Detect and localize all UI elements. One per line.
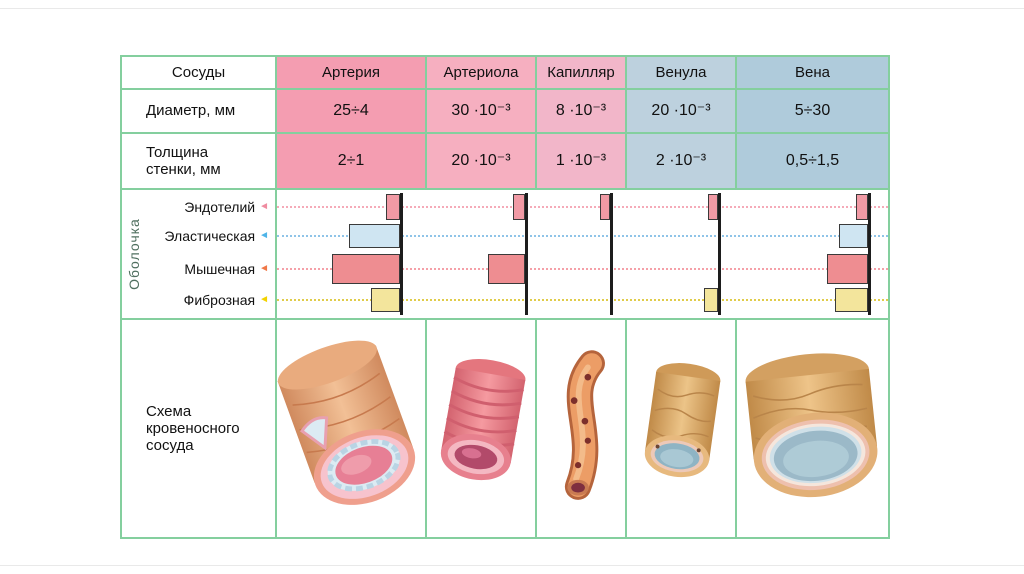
- layer-guide-line: [277, 235, 888, 237]
- thickness-value-vein: 0,5÷1,5: [737, 134, 888, 190]
- layer-label-endothelium: Эндотелий ◄: [184, 198, 269, 216]
- layer-label-muscular: Мышечная ◄: [184, 260, 269, 278]
- layer-thickness-bar: [513, 194, 525, 220]
- thickness-row-label: Толщина стенки, мм: [146, 143, 221, 178]
- layer-guide-line: [277, 268, 888, 270]
- column-header-label: Артериола: [443, 63, 519, 81]
- arteriole-illustration-cell: [427, 320, 537, 537]
- layer-thickness-bar: [835, 288, 868, 312]
- layer-thickness-bar: [839, 224, 868, 248]
- vessel-axis-line: [525, 193, 528, 315]
- thickness-value-venule: 2 ·10⁻³: [627, 134, 737, 190]
- membrane-labels-cell: Оболочка Эндотелий ◄ Эластическая ◄ Мыше…: [122, 190, 277, 320]
- diameter-value-artery: 25÷4: [277, 90, 427, 134]
- vessels-corner-cell: Сосуды: [122, 57, 277, 90]
- vessel-axis-line: [718, 193, 721, 315]
- artery-illustration: [277, 340, 416, 505]
- layer-thickness-bar: [856, 194, 868, 220]
- slide-top-edge: [0, 8, 1024, 9]
- layer-label-text: Эндотелий: [184, 199, 256, 215]
- column-header-arteriole: Артериола: [427, 57, 537, 90]
- venule-illustration: [644, 363, 721, 478]
- thickness-value: 0,5÷1,5: [785, 151, 840, 169]
- arteriole-illustration: [440, 358, 526, 481]
- layer-label-text: Эластическая: [164, 228, 256, 244]
- vein-illustration-cell: [737, 320, 888, 537]
- column-header-venule: Венула: [627, 57, 737, 90]
- left-arrow-icon: ◄: [259, 263, 269, 274]
- column-header-artery: Артерия: [277, 57, 427, 90]
- layer-thickness-bar: [488, 254, 525, 284]
- layer-thickness-bar: [386, 194, 400, 220]
- thickness-value: 2÷1: [337, 151, 365, 169]
- thickness-row-label-cell: Толщина стенки, мм: [122, 134, 277, 190]
- left-arrow-icon: ◄: [259, 201, 269, 212]
- left-arrow-icon: ◄: [259, 294, 269, 305]
- thickness-value: 20 ·10⁻³: [451, 151, 511, 169]
- layer-thickness-bar: [371, 288, 400, 312]
- vein-illustration: [745, 353, 878, 498]
- thickness-value: 1 ·10⁻³: [555, 151, 607, 169]
- layer-label-text: Фиброзная: [183, 292, 256, 308]
- layer-thickness-bar: [708, 194, 718, 220]
- layer-label-text: Мышечная: [184, 261, 256, 277]
- layer-thickness-bar: [349, 224, 400, 248]
- diameter-value: 8 ·10⁻³: [555, 101, 607, 119]
- diameter-value: 20 ·10⁻³: [651, 101, 711, 119]
- slide-bottom-edge: [0, 565, 1024, 566]
- capillary-illustration-cell: [537, 320, 627, 537]
- left-arrow-icon: ◄: [259, 230, 269, 241]
- column-header-capillary: Капилляр: [537, 57, 627, 90]
- thickness-value-arteriole: 20 ·10⁻³: [427, 134, 537, 190]
- thickness-value: 2 ·10⁻³: [655, 151, 707, 169]
- vessel-comparison-table: Сосуды Артерия Артериола Капилляр Венула…: [120, 55, 890, 539]
- venule-illustration-cell: [627, 320, 737, 537]
- vessel-axis-line: [610, 193, 613, 315]
- column-header-label: Вена: [795, 63, 830, 81]
- diameter-row-label: Диаметр, мм: [146, 102, 236, 120]
- column-header-vein: Вена: [737, 57, 888, 90]
- capillary-illustration: [564, 350, 605, 500]
- scheme-label: Схема кровеносного сосуда: [146, 402, 240, 455]
- scheme-label-cell: Схема кровеносного сосуда: [122, 320, 277, 537]
- layer-thickness-bar: [600, 194, 610, 220]
- column-header-label: Венула: [655, 63, 707, 81]
- diameter-value: 5÷30: [794, 101, 831, 119]
- layer-label-elastic: Эластическая ◄: [164, 227, 269, 245]
- thickness-value-capillary: 1 ·10⁻³: [537, 134, 627, 190]
- vessel-axis-line: [400, 193, 403, 315]
- column-header-label: Артерия: [322, 63, 380, 81]
- thickness-value-artery: 2÷1: [277, 134, 427, 190]
- layer-thickness-bar: [827, 254, 868, 284]
- diameter-value-arteriole: 30 ·10⁻³: [427, 90, 537, 134]
- diameter-value-capillary: 8 ·10⁻³: [537, 90, 627, 134]
- diameter-value-venule: 20 ·10⁻³: [627, 90, 737, 134]
- vessel-axis-line: [868, 193, 871, 315]
- layer-label-fibrous: Фиброзная ◄: [184, 291, 269, 309]
- layer-guide-line: [277, 299, 888, 301]
- diameter-value-vein: 5÷30: [737, 90, 888, 134]
- diameter-row-label-cell: Диаметр, мм: [122, 90, 277, 134]
- layer-guide-line: [277, 206, 888, 208]
- column-header-label: Капилляр: [547, 63, 615, 81]
- artery-illustration-cell: [277, 320, 427, 537]
- diameter-value: 25÷4: [333, 101, 369, 119]
- membrane-thickness-chart: [277, 190, 888, 320]
- vessels-corner-label: Сосуды: [171, 63, 226, 81]
- layer-thickness-bar: [332, 254, 400, 284]
- membrane-side-label: Оболочка: [126, 218, 142, 290]
- diameter-value: 30 ·10⁻³: [451, 101, 511, 119]
- layer-thickness-bar: [704, 288, 718, 312]
